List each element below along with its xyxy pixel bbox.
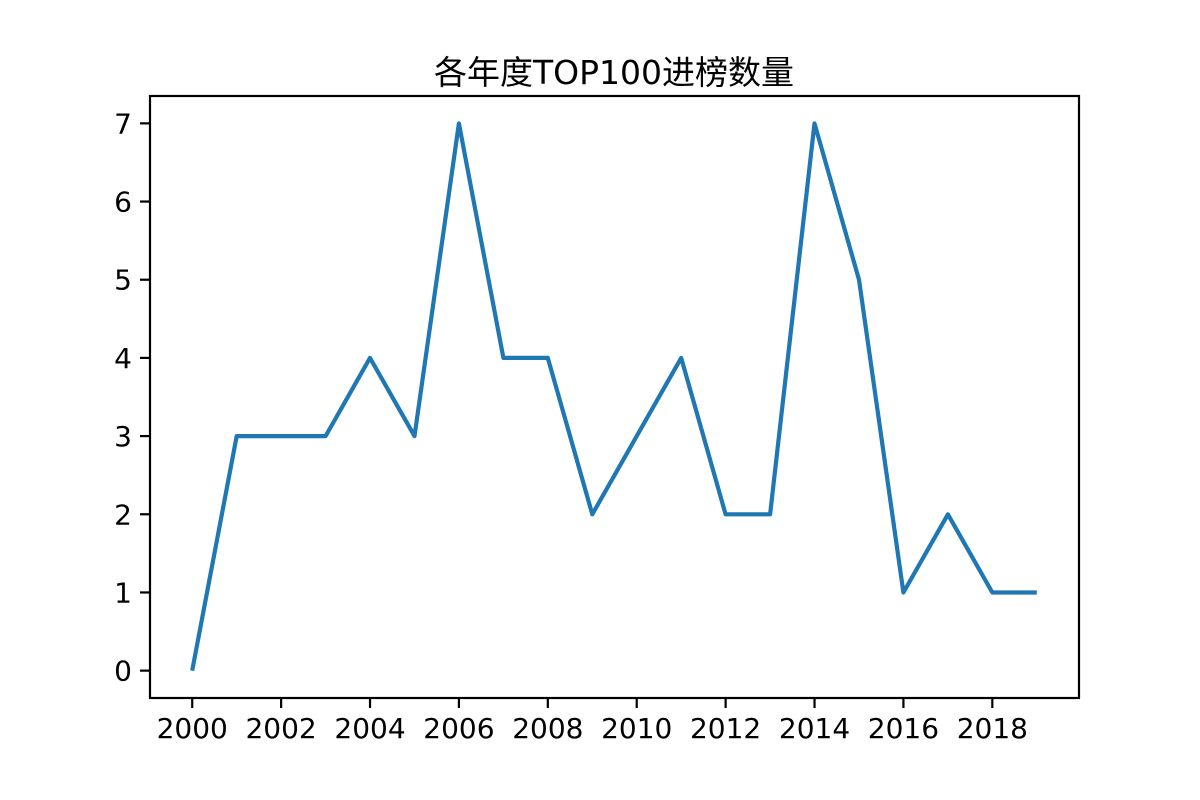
x-tick-label: 2002 (245, 712, 316, 745)
chart-title: 各年度TOP100进榜数量 (434, 53, 794, 92)
y-tick-label: 0 (114, 655, 132, 688)
x-tick-label: 2000 (157, 712, 228, 745)
y-tick-label: 6 (114, 186, 132, 219)
x-tick-label: 2006 (423, 712, 494, 745)
y-tick-label: 4 (114, 342, 132, 375)
x-tick-label: 2014 (779, 712, 850, 745)
x-tick-label: 2010 (601, 712, 672, 745)
x-tick-label: 2016 (868, 712, 939, 745)
y-tick-label: 5 (114, 264, 132, 297)
y-tick-label: 1 (114, 576, 132, 609)
y-tick-label: 3 (114, 420, 132, 453)
x-tick-label: 2008 (512, 712, 583, 745)
x-tick-label: 2012 (690, 712, 761, 745)
data-line (190, 121, 1037, 671)
y-tick-label: 7 (114, 107, 132, 140)
plot-area: 2000 2002 2004 2006 2008 2010 2012 2014 2016 2018… (114, 94, 1081, 745)
x-tick-label: 2004 (334, 712, 405, 745)
y-tick-label: 2 (114, 498, 132, 531)
plot-frame (148, 94, 1081, 700)
x-tick-label: 2018 (957, 712, 1028, 745)
